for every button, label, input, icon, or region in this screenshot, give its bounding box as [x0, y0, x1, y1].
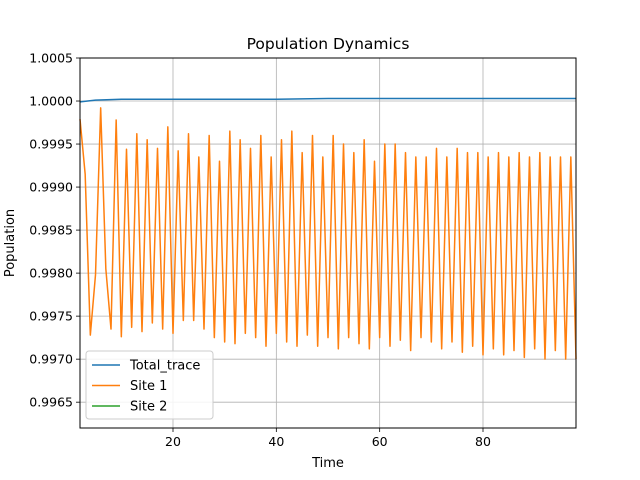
- y-tick-label: 0.9985: [29, 223, 73, 238]
- x-tick-label: 40: [268, 434, 284, 449]
- series-line-0: [79, 97, 576, 103]
- series-lines: [79, 97, 577, 360]
- legend-label: Total_trace: [129, 359, 200, 374]
- x-tick-label: 20: [165, 434, 181, 449]
- x-axis-title: Time: [311, 456, 344, 471]
- y-axis-title: Population: [3, 209, 18, 277]
- y-tick-label: 1.0000: [29, 94, 73, 109]
- legend: Total_trace Site 1 Site 2: [85, 350, 214, 420]
- y-tick-label: 1.0005: [29, 51, 73, 66]
- x-tick-label: 80: [475, 434, 491, 449]
- legend-label: Site 1: [130, 379, 167, 394]
- chart-title: Population Dynamics: [247, 35, 410, 53]
- y-tick-label: 0.9990: [29, 180, 73, 195]
- axis-ticks: 20 40 60 80 0.9965 0.9970 0.9975 0.9980 0.9985 0.…: [29, 51, 491, 450]
- y-tick-label: 0.9965: [29, 395, 73, 410]
- x-tick-label: 60: [372, 434, 388, 449]
- series-line-1: [79, 107, 577, 360]
- y-tick-label: 0.9995: [29, 137, 73, 152]
- plot-frame: [79, 57, 577, 429]
- y-tick-label: 0.9970: [29, 352, 73, 367]
- y-tick-label: 0.9975: [29, 309, 73, 324]
- y-tick-label: 0.9980: [29, 266, 73, 281]
- legend-label: Site 2: [130, 400, 167, 415]
- legend-box: [85, 350, 214, 420]
